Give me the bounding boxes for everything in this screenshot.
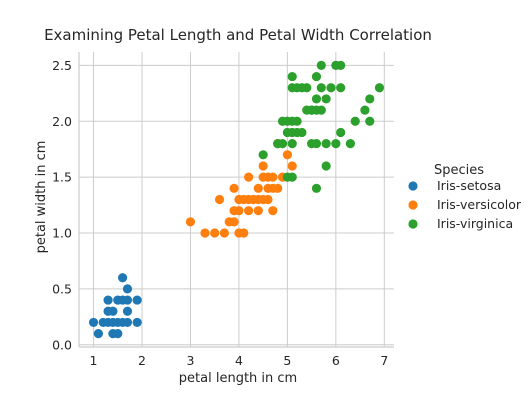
legend-marker — [408, 219, 417, 228]
data-point — [113, 329, 122, 338]
x-axis-ticks: 1 2 3 4 5 6 7 — [90, 353, 389, 368]
data-point — [288, 72, 297, 81]
data-point — [94, 329, 103, 338]
data-point — [118, 273, 127, 282]
data-point — [317, 106, 326, 115]
data-point — [244, 206, 253, 215]
data-point — [283, 150, 292, 159]
legend-marker — [408, 181, 417, 190]
data-point — [215, 195, 224, 204]
data-point — [326, 83, 335, 92]
data-point — [288, 173, 297, 182]
data-point — [312, 94, 321, 103]
data-point — [259, 161, 268, 170]
data-point — [365, 94, 374, 103]
x-tick-label: 3 — [186, 353, 194, 368]
y-tick-label: 1.0 — [52, 226, 72, 241]
data-point — [123, 318, 132, 327]
x-tick-label: 7 — [380, 353, 388, 368]
data-point — [103, 295, 112, 304]
data-point — [322, 161, 331, 170]
x-tick-label: 6 — [332, 353, 340, 368]
data-point — [302, 83, 311, 92]
data-point — [133, 318, 142, 327]
series-iris-setosa — [89, 273, 142, 338]
data-points — [89, 61, 384, 338]
data-point — [273, 184, 282, 193]
x-tick-label: 2 — [138, 353, 146, 368]
data-point — [259, 150, 268, 159]
data-point — [336, 83, 345, 92]
data-point — [278, 139, 287, 148]
data-point — [351, 117, 360, 126]
data-point — [312, 139, 321, 148]
data-point — [346, 139, 355, 148]
data-point — [229, 184, 238, 193]
legend-label: Iris-setosa — [437, 178, 501, 193]
y-tick-label: 2.0 — [52, 114, 72, 129]
data-point — [254, 206, 263, 215]
data-point — [322, 94, 331, 103]
data-point — [268, 173, 277, 182]
data-point — [254, 184, 263, 193]
y-axis-label: petal width in cm — [34, 141, 49, 254]
x-tick-label: 5 — [283, 353, 291, 368]
data-point — [365, 117, 374, 126]
series-iris-virginica — [259, 61, 385, 193]
data-point — [288, 139, 297, 148]
data-point — [288, 161, 297, 170]
data-point — [263, 195, 272, 204]
data-point — [312, 184, 321, 193]
legend-label: Iris-virginica — [437, 216, 513, 231]
y-tick-label: 2.5 — [52, 58, 72, 73]
data-point — [210, 228, 219, 237]
data-point — [123, 295, 132, 304]
legend-title: Species — [434, 163, 484, 178]
data-point — [89, 318, 98, 327]
data-point — [360, 106, 369, 115]
y-tick-label: 1.5 — [52, 170, 72, 185]
data-point — [292, 117, 301, 126]
data-point — [239, 228, 248, 237]
data-point — [123, 284, 132, 293]
legend-label: Iris-versicolor — [437, 197, 522, 212]
data-point — [234, 206, 243, 215]
data-point — [220, 228, 229, 237]
y-tick-label: 0.5 — [52, 281, 72, 296]
x-axis-label: petal length in cm — [179, 371, 297, 386]
data-point — [278, 117, 287, 126]
legend: Species Iris-setosa Iris-versicolor Iris-v… — [408, 163, 521, 231]
data-point — [297, 128, 306, 137]
data-point — [375, 83, 384, 92]
data-point — [229, 217, 238, 226]
data-point — [268, 206, 277, 215]
data-point — [200, 228, 209, 237]
data-point — [317, 83, 326, 92]
data-point — [244, 173, 253, 182]
x-tick-label: 4 — [235, 353, 243, 368]
data-point — [331, 139, 340, 148]
data-point — [336, 61, 345, 70]
data-point — [317, 61, 326, 70]
legend-marker — [408, 200, 417, 209]
data-point — [108, 307, 117, 316]
data-point — [336, 128, 345, 137]
data-point — [322, 139, 331, 148]
data-point — [312, 72, 321, 81]
data-point — [186, 217, 195, 226]
chart-title: Examining Petal Length and Petal Width C… — [44, 26, 432, 44]
data-point — [123, 307, 132, 316]
x-tick-label: 1 — [90, 353, 98, 368]
y-axis-ticks: 0.0 0.5 1.0 1.5 2.0 2.5 — [52, 58, 72, 352]
y-tick-label: 0.0 — [52, 337, 72, 352]
series-iris-versicolor — [186, 139, 297, 238]
data-point — [133, 295, 142, 304]
